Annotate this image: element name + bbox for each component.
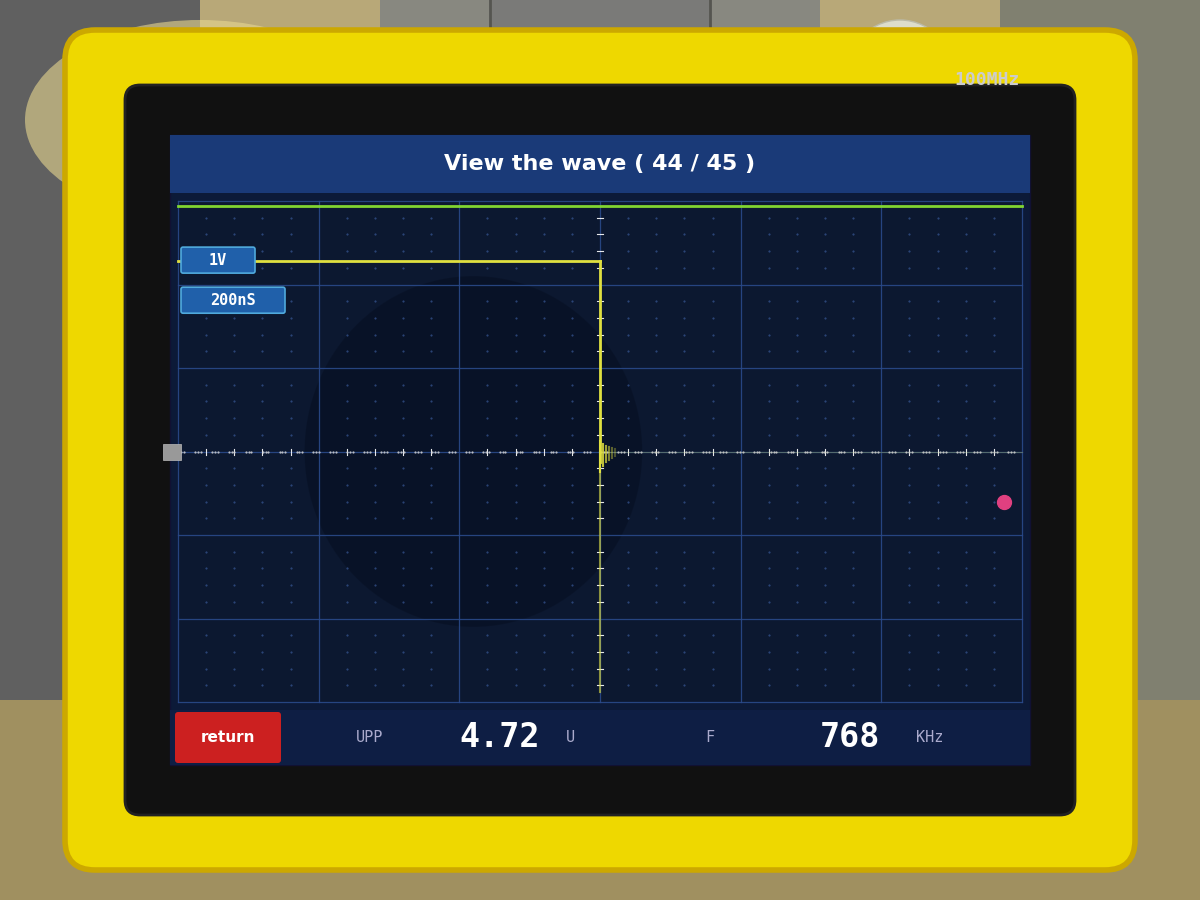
Text: 200nS: 200nS [210,292,256,308]
FancyBboxPatch shape [65,30,1135,870]
Ellipse shape [840,20,960,160]
Text: UPP: UPP [356,730,384,745]
Bar [1000,0,1200,900]
FancyBboxPatch shape [175,712,281,763]
Text: 100MHz: 100MHz [955,71,1020,89]
Bar [0,0,1200,300]
Bar [163,444,181,460]
Ellipse shape [305,276,642,626]
Text: KHz: KHz [917,730,943,745]
Bar [490,0,710,150]
Text: 0015: 0015 [595,58,605,82]
Bar [178,201,1022,702]
Bar [380,0,820,200]
Text: U: U [565,730,575,745]
Circle shape [1075,275,1126,325]
FancyBboxPatch shape [125,85,1075,815]
Circle shape [1034,385,1066,415]
Text: 4.72: 4.72 [460,721,540,754]
Bar [170,135,1030,765]
Bar [0,700,1200,900]
Bar [0,0,200,900]
Text: F: F [706,730,714,745]
Bar [170,710,1030,765]
Circle shape [1060,480,1100,520]
Text: View the wave ( 44 / 45 ): View the wave ( 44 / 45 ) [444,154,756,174]
Text: 1V: 1V [209,253,227,267]
Bar [170,135,1030,193]
FancyBboxPatch shape [181,248,256,273]
Bar [520,60,680,140]
Text: return: return [200,730,256,745]
Text: 768: 768 [820,721,880,754]
Ellipse shape [25,20,374,220]
FancyBboxPatch shape [181,287,286,313]
